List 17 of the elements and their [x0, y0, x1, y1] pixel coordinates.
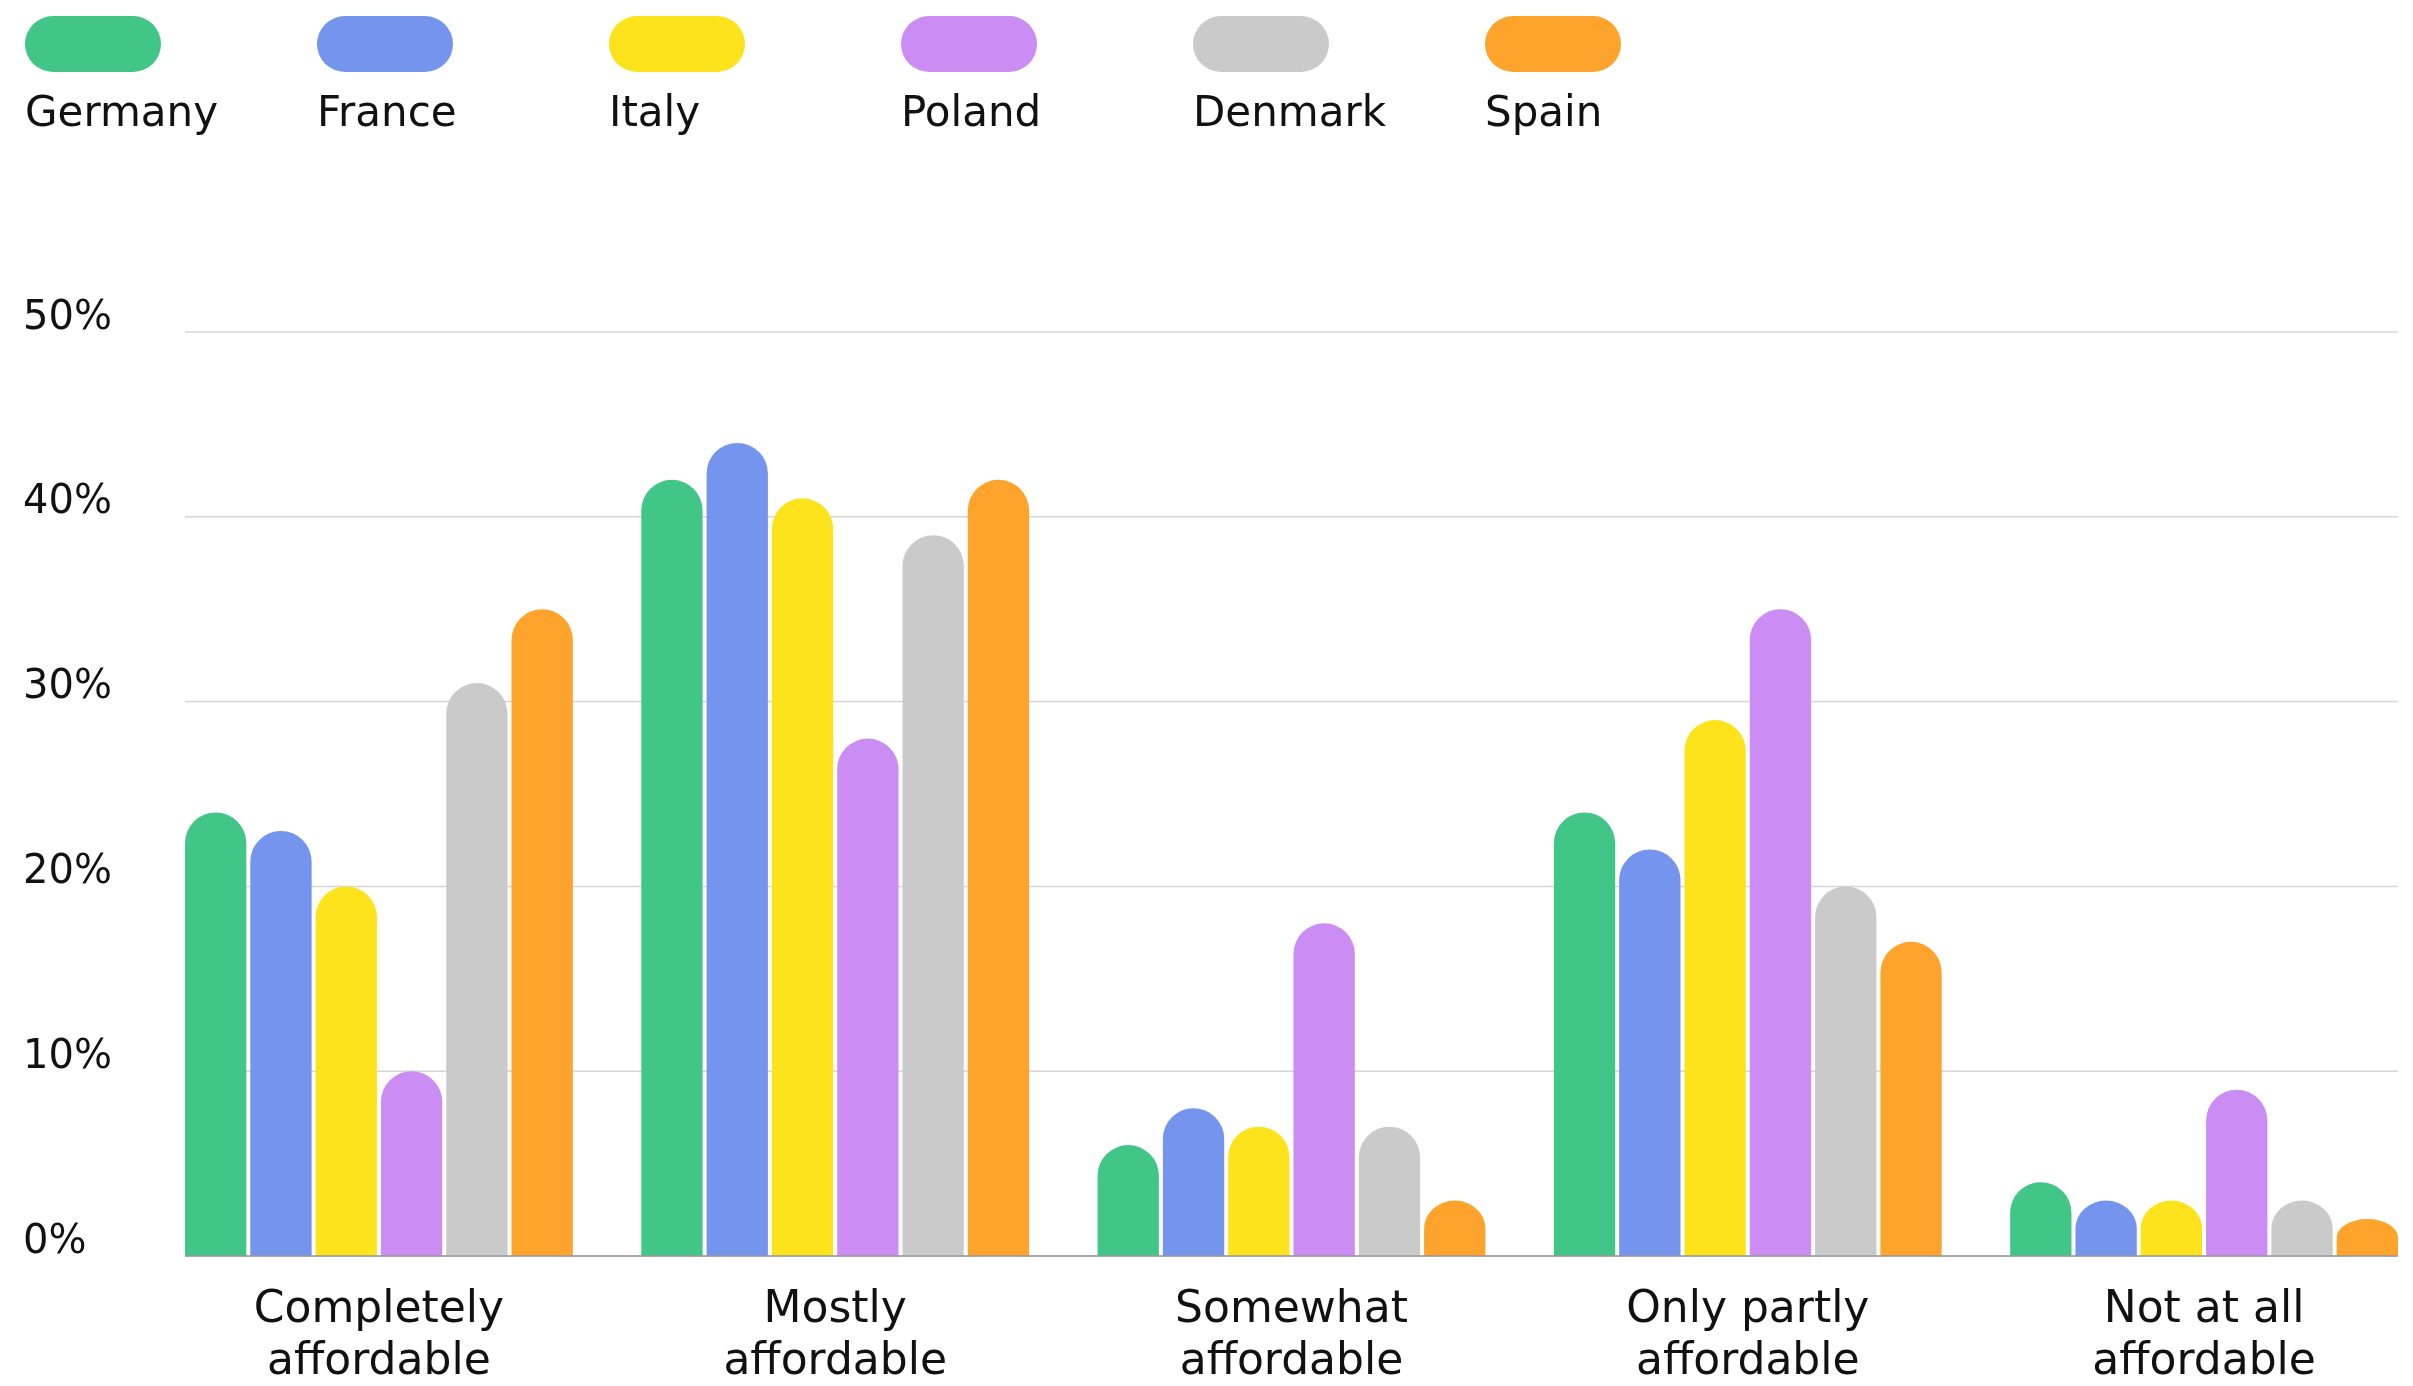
legend-label: Italy — [609, 87, 701, 136]
y-tick-label: 50% — [23, 291, 112, 338]
y-tick-label: 40% — [23, 476, 112, 523]
y-tick-label: 10% — [23, 1030, 112, 1077]
legend-label: Spain — [1485, 87, 1603, 136]
x-tick-label: Only partly affordable — [1626, 1281, 1870, 1384]
legend-label: France — [317, 87, 457, 136]
y-tick-label: 0% — [23, 1215, 87, 1262]
x-tick-label: Not at all affordable — [2092, 1281, 2316, 1384]
legend-label: Poland — [901, 87, 1042, 136]
legend-label: Germany — [25, 87, 219, 136]
x-tick-label: Completely affordable — [253, 1281, 505, 1384]
y-tick-label: 30% — [23, 661, 112, 708]
x-tick-label: Somewhat affordable — [1175, 1281, 1408, 1384]
x-tick-label: Mostly affordable — [723, 1281, 948, 1384]
y-tick-label: 20% — [23, 845, 112, 892]
legend-label: Denmark — [1193, 87, 1387, 136]
